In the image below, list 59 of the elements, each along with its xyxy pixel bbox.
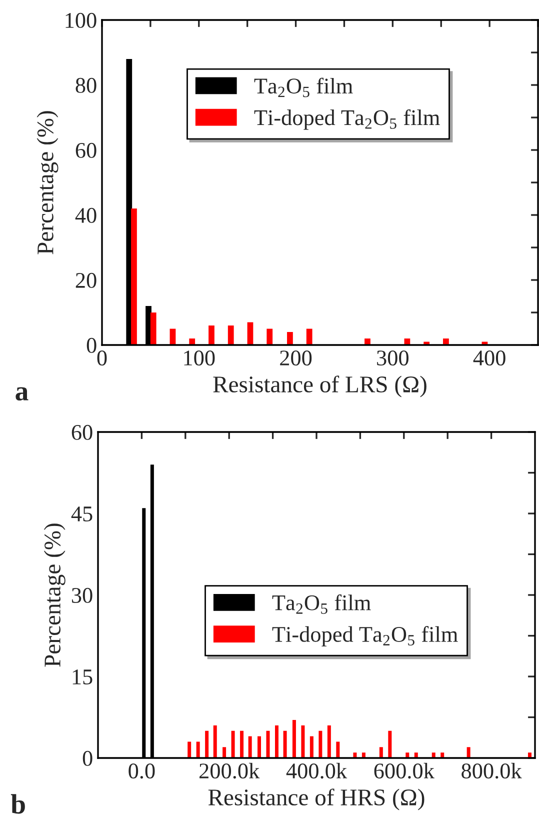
y-tick-label: 20 <box>76 272 96 288</box>
bar <box>150 312 156 345</box>
bar <box>208 326 214 345</box>
x-tick-label: 200.0k <box>200 762 260 779</box>
bar <box>231 730 235 758</box>
bar <box>336 742 340 758</box>
x-tick-label: 400 <box>473 350 506 366</box>
x-axis-title: Resistance of HRS (Ω) <box>208 788 424 810</box>
bar <box>379 747 383 758</box>
y-tick-label: 0 <box>82 750 92 766</box>
text: b <box>10 794 25 814</box>
bar <box>301 725 305 758</box>
y-axis-title: Percentage (%) <box>44 524 66 667</box>
bar <box>213 725 217 758</box>
y-tick-label: 15 <box>72 670 92 684</box>
bar <box>274 725 278 758</box>
x-tick-label: 400.0k <box>286 762 348 779</box>
bar <box>240 730 244 758</box>
bar <box>228 326 234 345</box>
legend-label: Ta$_{2}$O$_{5}$ film <box>254 78 353 98</box>
y-tick-label: 40 <box>75 208 96 223</box>
bar <box>131 208 137 345</box>
bar <box>388 730 392 758</box>
x-axis-title: Resistance of LRS (Ω) <box>213 376 426 398</box>
bar <box>196 742 200 758</box>
y-tick-label: 80 <box>76 78 96 93</box>
y-tick-label: 60 <box>72 424 92 440</box>
bar <box>188 742 192 758</box>
x-tick-label: 800.0k <box>462 762 522 779</box>
legend-label: Ta$_{2}$O$_{5}$ film <box>272 594 371 614</box>
x-tick-label: 300 <box>377 350 408 366</box>
bar <box>205 730 209 758</box>
bar <box>266 730 270 758</box>
bar <box>310 736 314 758</box>
x-tick-label: 100 <box>184 350 215 366</box>
x-tick-label: 600.0k <box>374 762 434 779</box>
bar <box>266 328 273 345</box>
bar <box>248 736 252 758</box>
bar <box>222 747 226 758</box>
x-tick-label: 0.0 <box>128 764 155 779</box>
y-tick-label: 0 <box>86 338 96 353</box>
text: a <box>16 387 28 401</box>
bar <box>287 332 293 345</box>
y-tick-label: 30 <box>72 588 92 603</box>
bar <box>283 730 287 758</box>
x-tick-label: 200 <box>280 350 312 366</box>
bar <box>258 736 261 758</box>
y-tick-label: 45 <box>71 506 92 522</box>
bar <box>292 720 296 758</box>
bar <box>327 725 331 758</box>
legend-label: Ti-doped Ta$_{2}$O$_{5}$ film <box>254 109 440 130</box>
y-tick-label: 100 <box>66 12 96 28</box>
bar <box>306 328 312 345</box>
bar <box>466 747 470 758</box>
y-axis-title: Percentage (%) <box>36 111 58 254</box>
bar <box>318 730 322 758</box>
x-tick-label: 0 <box>97 350 107 366</box>
legend-label: Ti-doped Ta$_{2}$O$_{5}$ film <box>272 626 458 646</box>
y-tick-label: 60 <box>76 142 96 158</box>
